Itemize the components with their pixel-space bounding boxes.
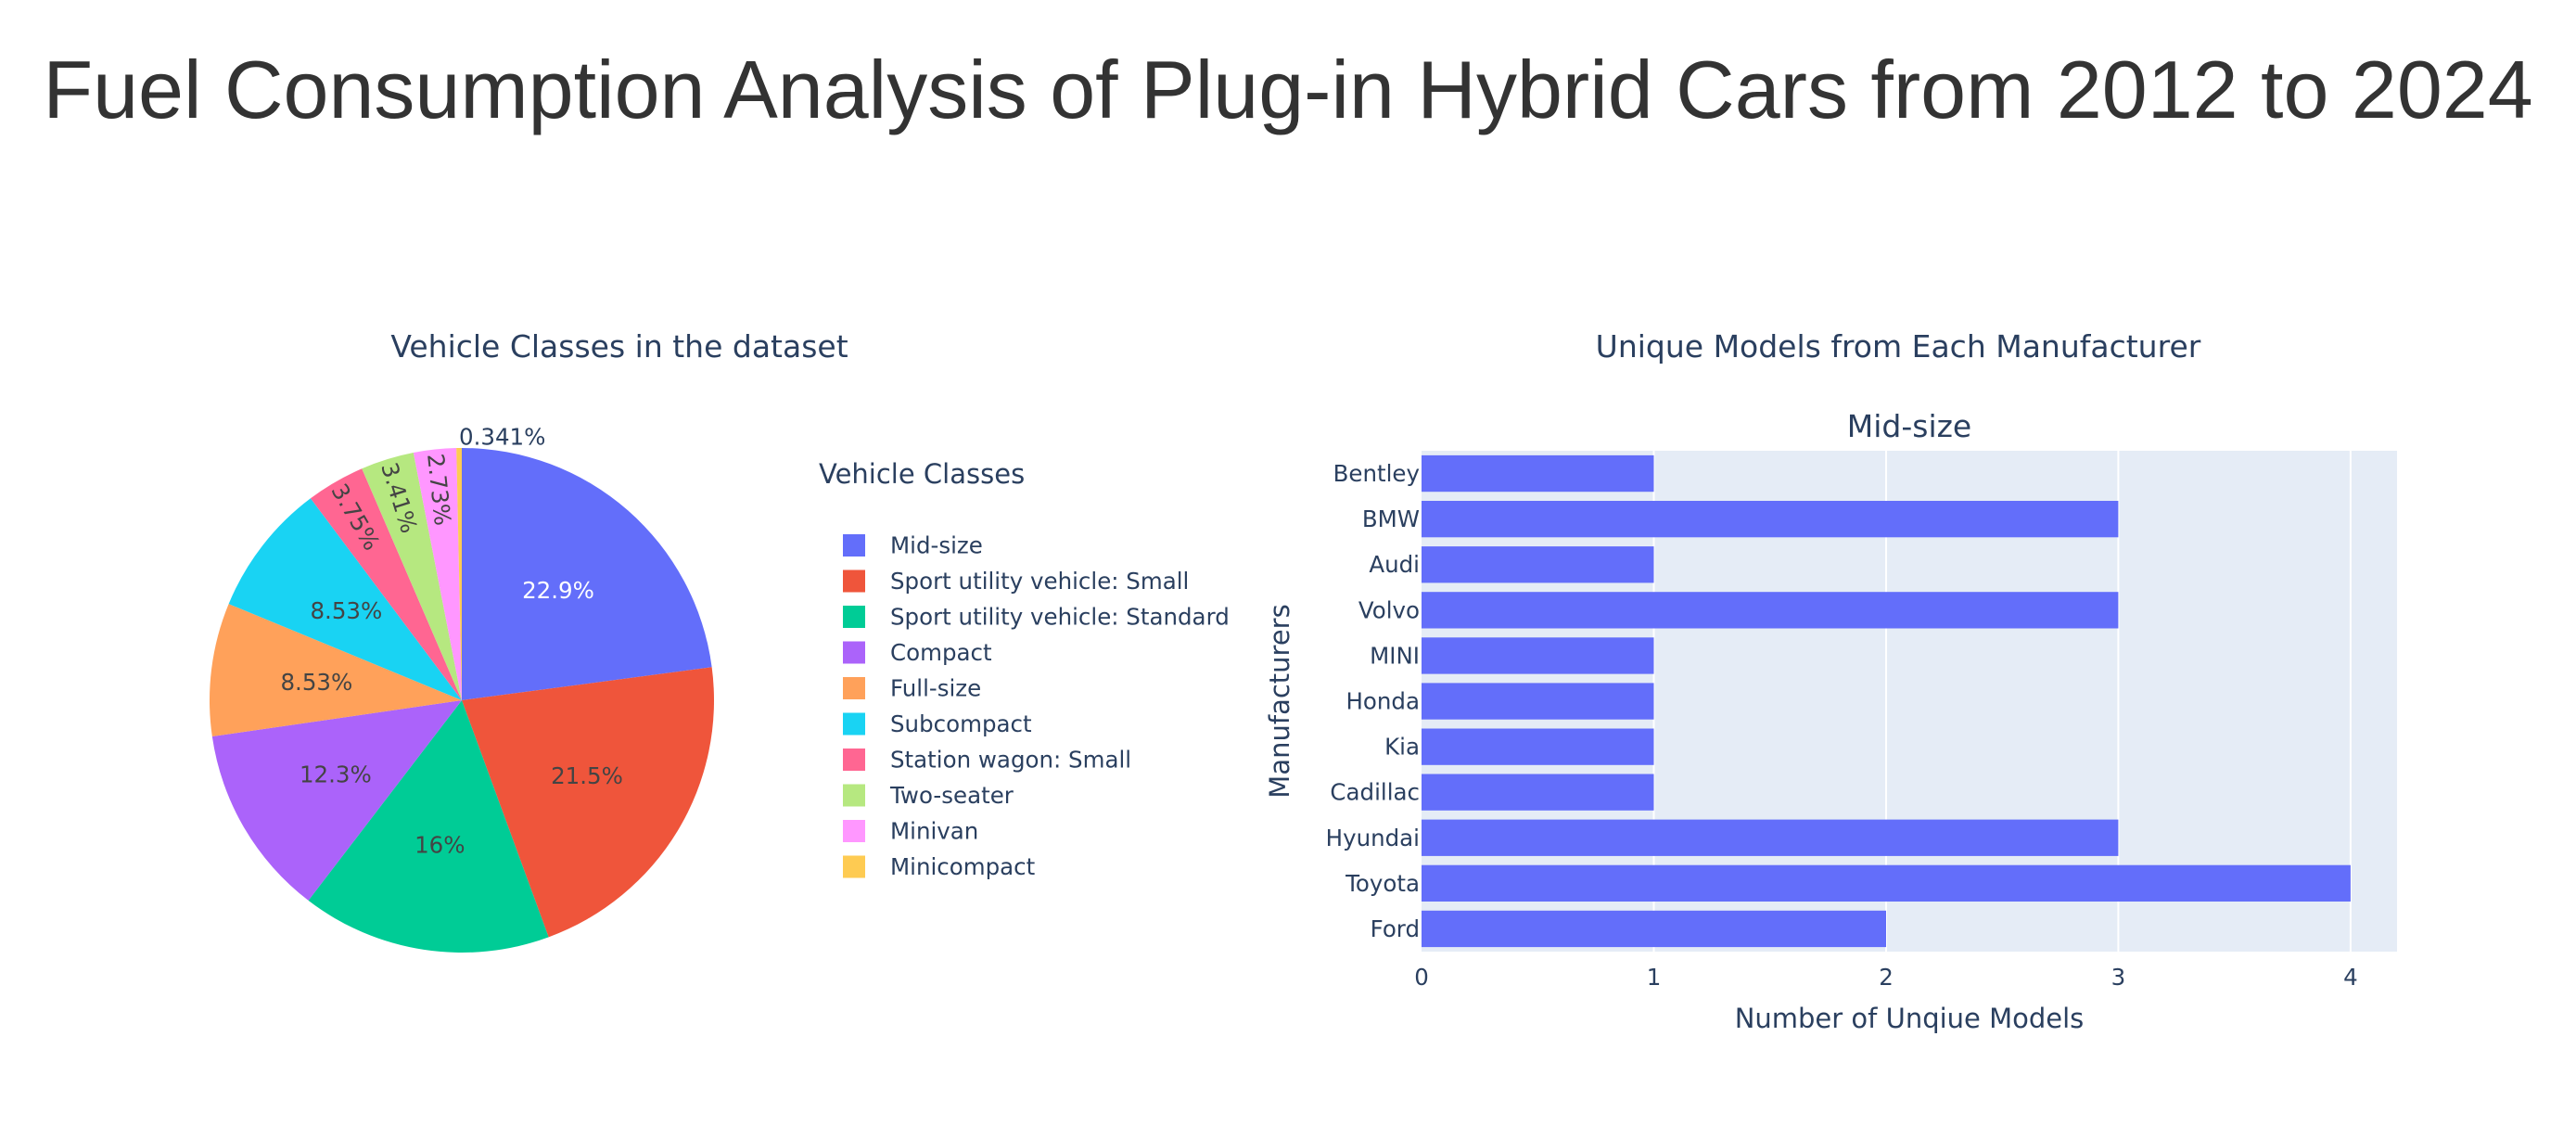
bar-chart-subtitle: Mid-size <box>1847 408 1971 444</box>
pie-slice-sport-utility-vehicle-small[interactable] <box>462 667 714 938</box>
legend-swatch <box>843 855 865 878</box>
pie-chart-panel: Vehicle Classes in the dataset 22.9% 21.5… <box>210 328 1230 953</box>
x-tick-label: 0 <box>1414 964 1429 991</box>
legend-swatch <box>843 641 865 664</box>
legend-item-minivan[interactable]: Minivan <box>843 818 978 845</box>
legend-label: Minivan <box>890 818 978 845</box>
legend-item-compact[interactable]: Compact <box>843 639 992 666</box>
x-tick-label: 2 <box>1879 964 1894 991</box>
legend-item-station-wagon-small[interactable]: Station wagon: Small <box>843 747 1131 774</box>
legend-title: Vehicle Classes <box>819 458 1025 490</box>
x-tick-label: 1 <box>1647 964 1662 991</box>
legend-label: Mid-size <box>890 532 983 559</box>
pie-label-compact: 12.3% <box>300 761 372 787</box>
pie-slice-sport-utility-vehicle-standard[interactable] <box>308 700 549 953</box>
pie-slice-full-size[interactable] <box>210 604 463 737</box>
pie-labels: 22.9%21.5%16%12.3%8.53%8.53%3.75%3.41% 2.… <box>280 424 622 859</box>
y-tick-label-bmw: BMW <box>1362 505 1420 532</box>
legend-label: Two-seater <box>889 782 1014 809</box>
pie-label-subcompact: 8.53% <box>310 597 382 624</box>
bar-ford[interactable] <box>1422 910 1886 948</box>
bar-cadillac[interactable] <box>1422 774 1654 811</box>
x-tick-label: 4 <box>2343 964 2358 991</box>
pie-label-sport-utility-vehicle-small: 21.5% <box>551 762 623 789</box>
x-tick-labels: 0 1 2 3 4 <box>1414 964 2357 991</box>
bar-toyota[interactable] <box>1422 864 2351 902</box>
legend-item-minicompact[interactable]: Minicompact <box>843 853 1036 880</box>
bar-mini[interactable] <box>1422 637 1654 674</box>
pie-slice-compact[interactable] <box>211 700 462 901</box>
legend-label: Sport utility vehicle: Standard <box>890 604 1230 631</box>
bar-bentley[interactable] <box>1422 454 1654 493</box>
pie-legend: Vehicle Classes Mid-size Sport utility ve… <box>819 458 1230 880</box>
pie-slice-station-wagon-small[interactable] <box>310 468 462 700</box>
pie-slice-mid-size[interactable] <box>462 448 712 700</box>
pie-slice-minicompact[interactable] <box>456 448 462 700</box>
legend-label: Station wagon: Small <box>890 747 1131 774</box>
bars <box>1422 454 2351 948</box>
y-tick-label-kia: Kia <box>1384 734 1420 761</box>
bar-hyundai[interactable] <box>1422 819 2119 856</box>
legend-swatch <box>843 677 865 699</box>
bar-audi[interactable] <box>1422 546 1654 583</box>
legend-label: Compact <box>890 639 992 666</box>
legend-swatch <box>843 712 865 736</box>
x-axis-title: Number of Unqiue Models <box>1735 1003 2085 1034</box>
legend-label: Subcompact <box>890 710 1032 737</box>
legend-swatch <box>843 784 865 807</box>
pie-label-minicompact: 0.341% <box>459 424 545 451</box>
legend-items: Mid-size Sport utility vehicle: Small Spor… <box>843 532 1230 880</box>
y-tick-labels: Bentley BMW Audi Volvo MINI Honda Kia Cadillac H… <box>1326 460 1420 942</box>
legend-item-sport-utility-vehicle-standard[interactable]: Sport utility vehicle: Standard <box>843 604 1230 631</box>
legend-swatch <box>843 749 865 771</box>
pie-slices <box>210 448 714 953</box>
pie-label-mid-size: 22.9% <box>522 577 594 604</box>
pie-slice-two-seater[interactable] <box>362 453 462 700</box>
y-tick-label-honda: Honda <box>1345 688 1420 715</box>
legend-label: Full-size <box>890 675 981 702</box>
pie-label-sport-utility-vehicle-standard: 16% <box>414 832 465 859</box>
legend-item-subcompact[interactable]: Subcompact <box>843 710 1032 737</box>
bar-chart-title: Unique Models from Each Manufacturer <box>1596 328 2201 365</box>
bar-bmw[interactable] <box>1422 501 2119 538</box>
legend-swatch <box>843 534 865 557</box>
y-tick-label-ford: Ford <box>1371 915 1420 942</box>
bar-chart-panel: Unique Models from Each Manufacturer Mid… <box>1264 328 2397 1034</box>
pie-chart-title: Vehicle Classes in the dataset <box>390 328 848 365</box>
legend-label: Sport utility vehicle: Small <box>890 568 1189 595</box>
y-tick-label-mini: MINI <box>1370 642 1420 669</box>
y-tick-label-cadillac: Cadillac <box>1330 779 1420 806</box>
legend-swatch <box>843 820 865 842</box>
y-axis-title: Manufacturers <box>1264 604 1295 798</box>
legend-swatch <box>843 569 865 593</box>
y-tick-label-bentley: Bentley <box>1333 460 1420 487</box>
legend-item-mid-size[interactable]: Mid-size <box>843 532 983 559</box>
main-title: Fuel Consumption Analysis of Plug-in Hyb… <box>43 44 2532 135</box>
bar-honda[interactable] <box>1422 683 1654 720</box>
y-tick-label-hyundai: Hyundai <box>1326 825 1420 851</box>
y-tick-label-toyota: Toyota <box>1345 870 1420 897</box>
y-tick-label-volvo: Volvo <box>1358 596 1420 623</box>
legend-item-sport-utility-vehicle-small[interactable]: Sport utility vehicle: Small <box>843 568 1189 595</box>
y-tick-label-audi: Audi <box>1369 551 1420 578</box>
bar-kia[interactable] <box>1422 728 1654 765</box>
legend-item-two-seater[interactable]: Two-seater <box>843 782 1014 809</box>
bar-volvo[interactable] <box>1422 592 2119 629</box>
legend-swatch <box>843 606 865 628</box>
pie-label-full-size: 8.53% <box>280 669 352 696</box>
pie-slice-minivan[interactable] <box>413 448 462 700</box>
x-tick-label: 3 <box>2111 964 2126 991</box>
legend-label: Minicompact <box>890 853 1036 880</box>
pie-slice-subcompact[interactable] <box>228 498 462 700</box>
legend-item-full-size[interactable]: Full-size <box>843 675 981 702</box>
